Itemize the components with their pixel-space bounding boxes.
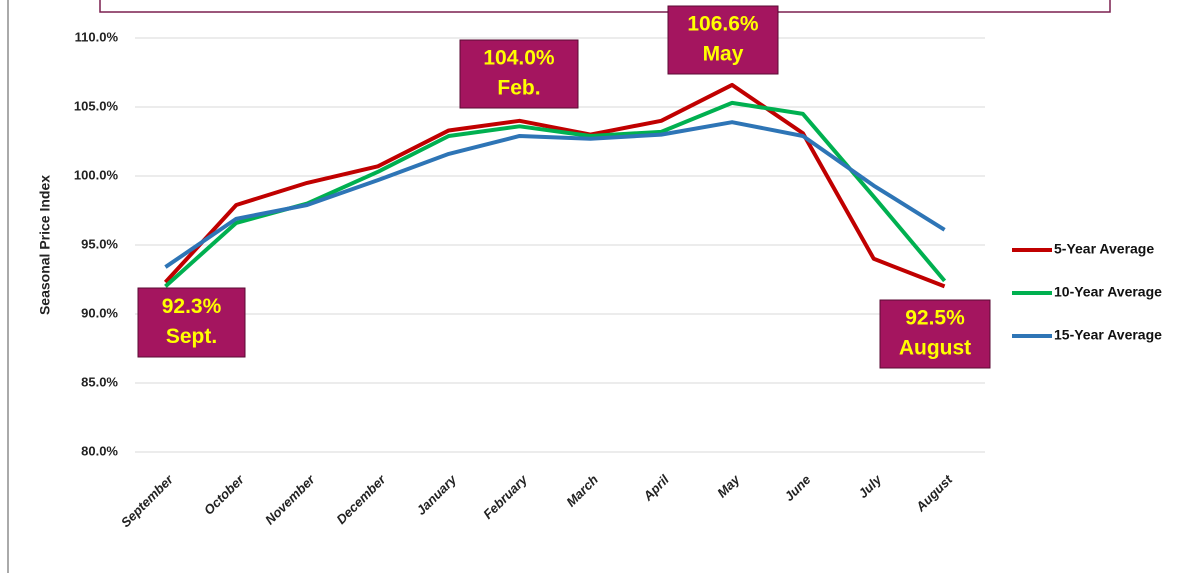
annotation-text: August <box>899 337 971 360</box>
x-tick-label: December <box>333 471 389 527</box>
legend-label: 10-Year Average <box>1054 284 1162 300</box>
series-line <box>164 100 947 288</box>
annotation-box <box>137 287 246 358</box>
series-line <box>163 82 946 289</box>
y-tick-label: 85.0% <box>81 374 118 389</box>
annotation-box <box>459 39 579 109</box>
x-tick-label: September <box>118 471 177 530</box>
y-tick-label: 105.0% <box>74 98 119 113</box>
series-line <box>164 120 946 269</box>
annotation-text: 92.5% <box>905 307 965 330</box>
annotation-text: 92.3% <box>162 295 222 318</box>
legend-label: 5-Year Average <box>1054 241 1154 257</box>
x-tick-label: August <box>912 471 955 514</box>
y-tick-label: 80.0% <box>81 443 118 458</box>
annotation-text: May <box>703 43 744 66</box>
x-tick-label: May <box>714 471 743 500</box>
annotation-text: Feb. <box>497 77 540 100</box>
y-tick-label: 90.0% <box>81 305 118 320</box>
x-tick-label: October <box>201 471 248 518</box>
title-box <box>99 0 1111 13</box>
x-tick-label: November <box>262 471 318 527</box>
x-tick-label: June <box>781 472 813 504</box>
annotation-box <box>667 5 779 75</box>
x-tick-label: April <box>640 472 673 505</box>
x-tick-label: February <box>480 471 530 521</box>
annotation-text: Sept. <box>166 325 217 348</box>
annotation-box <box>879 299 991 369</box>
y-tick-label: 100.0% <box>74 167 119 182</box>
annotation-text: 104.0% <box>483 47 555 70</box>
annotation-text: 106.6% <box>687 13 759 36</box>
y-tick-label: 110.0% <box>75 29 119 44</box>
x-tick-label: January <box>413 471 459 517</box>
y-axis-label: Seasonal Price Index <box>37 175 53 315</box>
legend-label: 15-Year Average <box>1054 327 1162 343</box>
x-tick-label: March <box>563 472 601 510</box>
y-tick-label: 95.0% <box>81 236 118 251</box>
x-tick-label: July <box>855 471 885 501</box>
